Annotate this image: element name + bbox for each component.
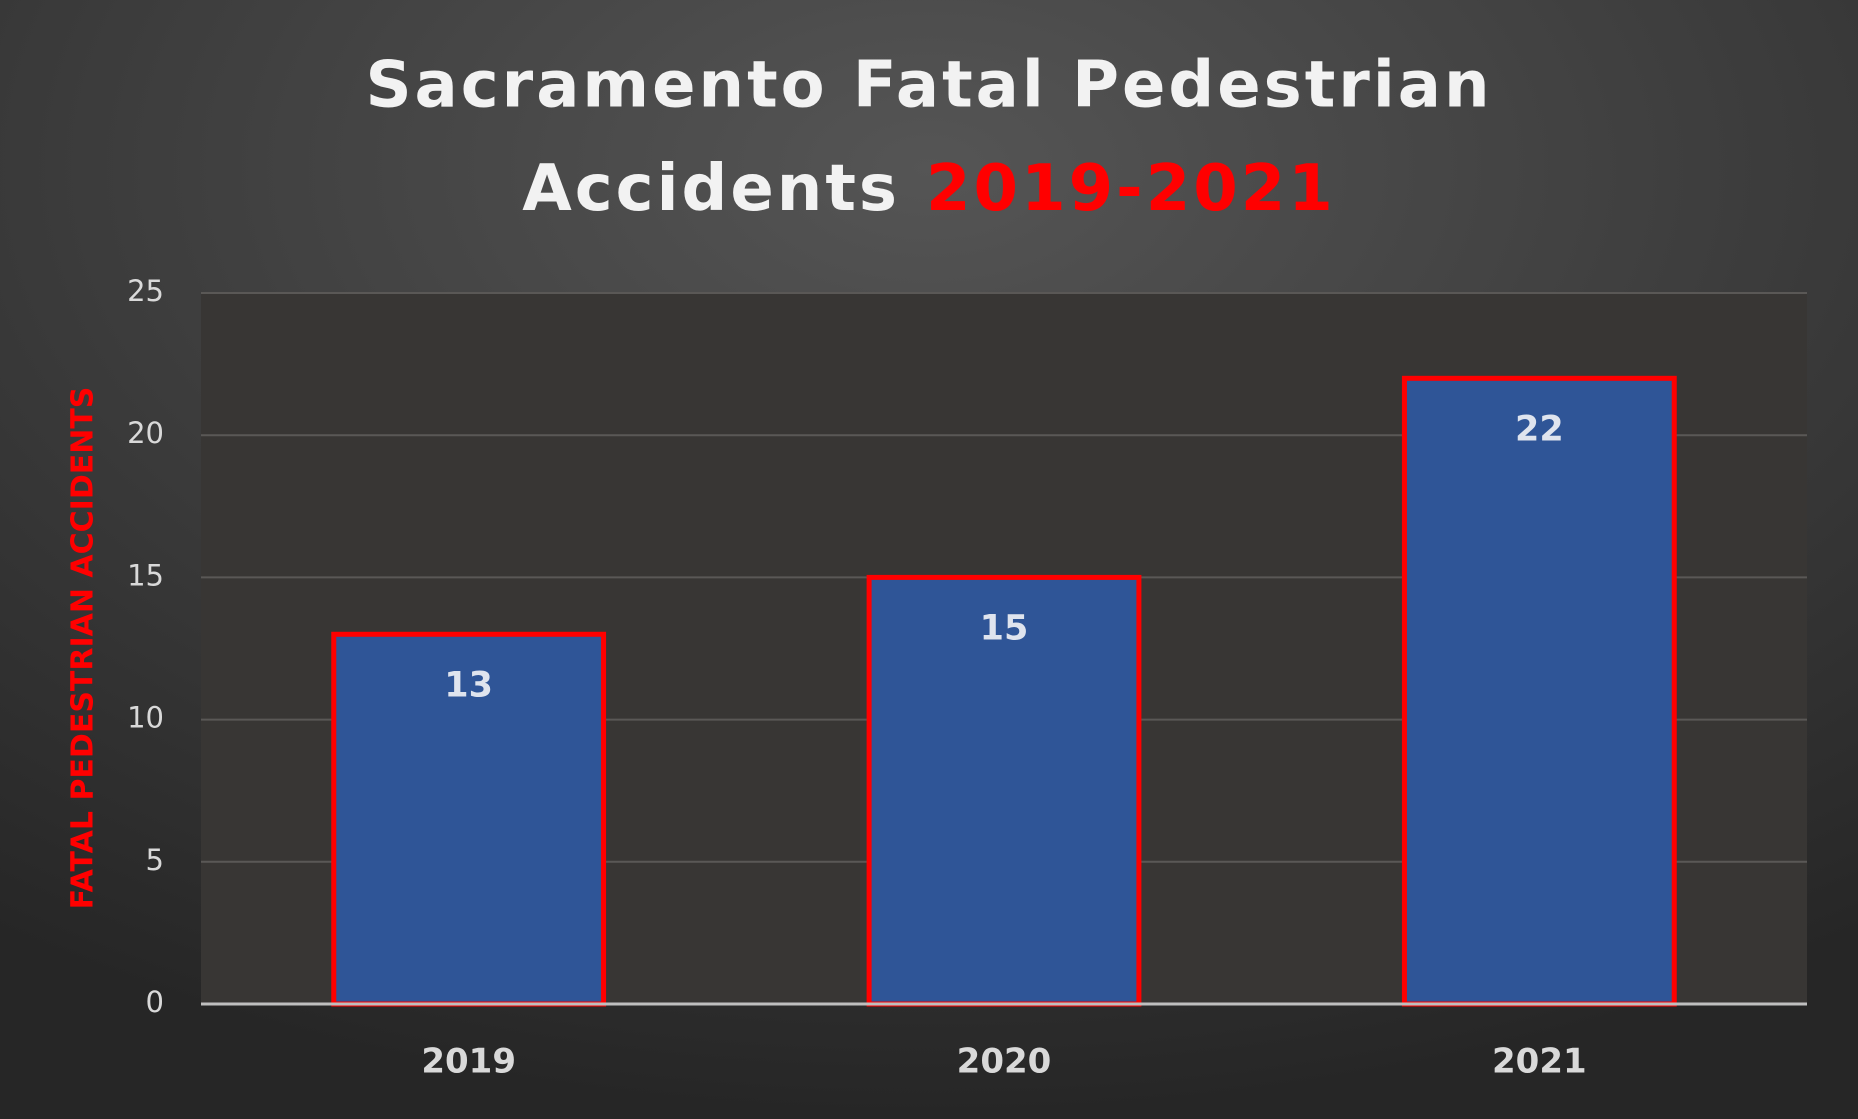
x-tick-label: 2020 <box>957 1042 1052 1082</box>
chart-title-years: 2019-2021 <box>926 152 1336 226</box>
value-label: 13 <box>444 665 493 705</box>
chart-title: Accidents <box>522 152 900 226</box>
y-tick-label: 10 <box>127 701 164 735</box>
chart-title: Sacramento Fatal Pedestrian <box>365 49 1492 123</box>
y-tick-label: 0 <box>146 985 164 1019</box>
value-label: 15 <box>980 608 1029 648</box>
x-tick-label: 2021 <box>1492 1042 1587 1082</box>
y-tick-label: 20 <box>127 416 164 450</box>
y-tick-label: 15 <box>127 558 164 592</box>
bar <box>331 631 607 1007</box>
chart-title: Accidents 2019-2021 <box>522 152 1336 226</box>
bar <box>1401 375 1677 1007</box>
value-label: 22 <box>1515 409 1564 449</box>
y-axis-label: FATAL PEDESTRIAN ACCIDENTS <box>66 387 101 910</box>
y-tick-label: 25 <box>127 274 164 308</box>
bar <box>866 574 1142 1007</box>
y-tick-label: 5 <box>146 843 164 877</box>
x-tick-label: 2019 <box>421 1042 516 1082</box>
